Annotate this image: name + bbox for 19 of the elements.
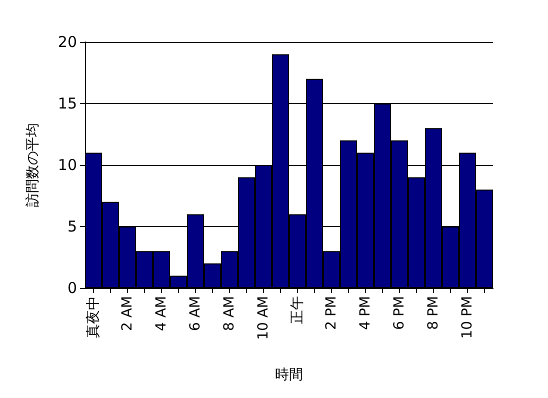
y-axis-title: 訪問数の平均: [25, 123, 41, 207]
y-tick-label: 15: [58, 94, 77, 112]
x-tick-label: 6 AM: [188, 296, 204, 332]
x-tick-label: 正午: [290, 296, 306, 324]
x-tick-label: 真夜中: [86, 296, 102, 338]
x-tick-label: 2 PM: [324, 296, 340, 330]
y-tick-label: 20: [58, 33, 77, 51]
y-tick-label: 0: [67, 279, 77, 297]
x-tick-label: 4 PM: [358, 296, 374, 330]
y-tick-label: 5: [67, 218, 77, 236]
x-tick-label: 8 PM: [426, 296, 442, 330]
x-tick-label: 6 PM: [392, 296, 408, 330]
x-tick-label: 8 AM: [222, 296, 238, 332]
y-tick-label: 10: [58, 156, 77, 174]
x-axis-title: 時間: [275, 367, 303, 383]
x-tick-label: 4 AM: [154, 296, 170, 332]
x-tick-label: 10 AM: [256, 296, 272, 340]
x-tick-label: 10 PM: [460, 296, 476, 339]
x-tick-label: 2 AM: [120, 296, 136, 332]
